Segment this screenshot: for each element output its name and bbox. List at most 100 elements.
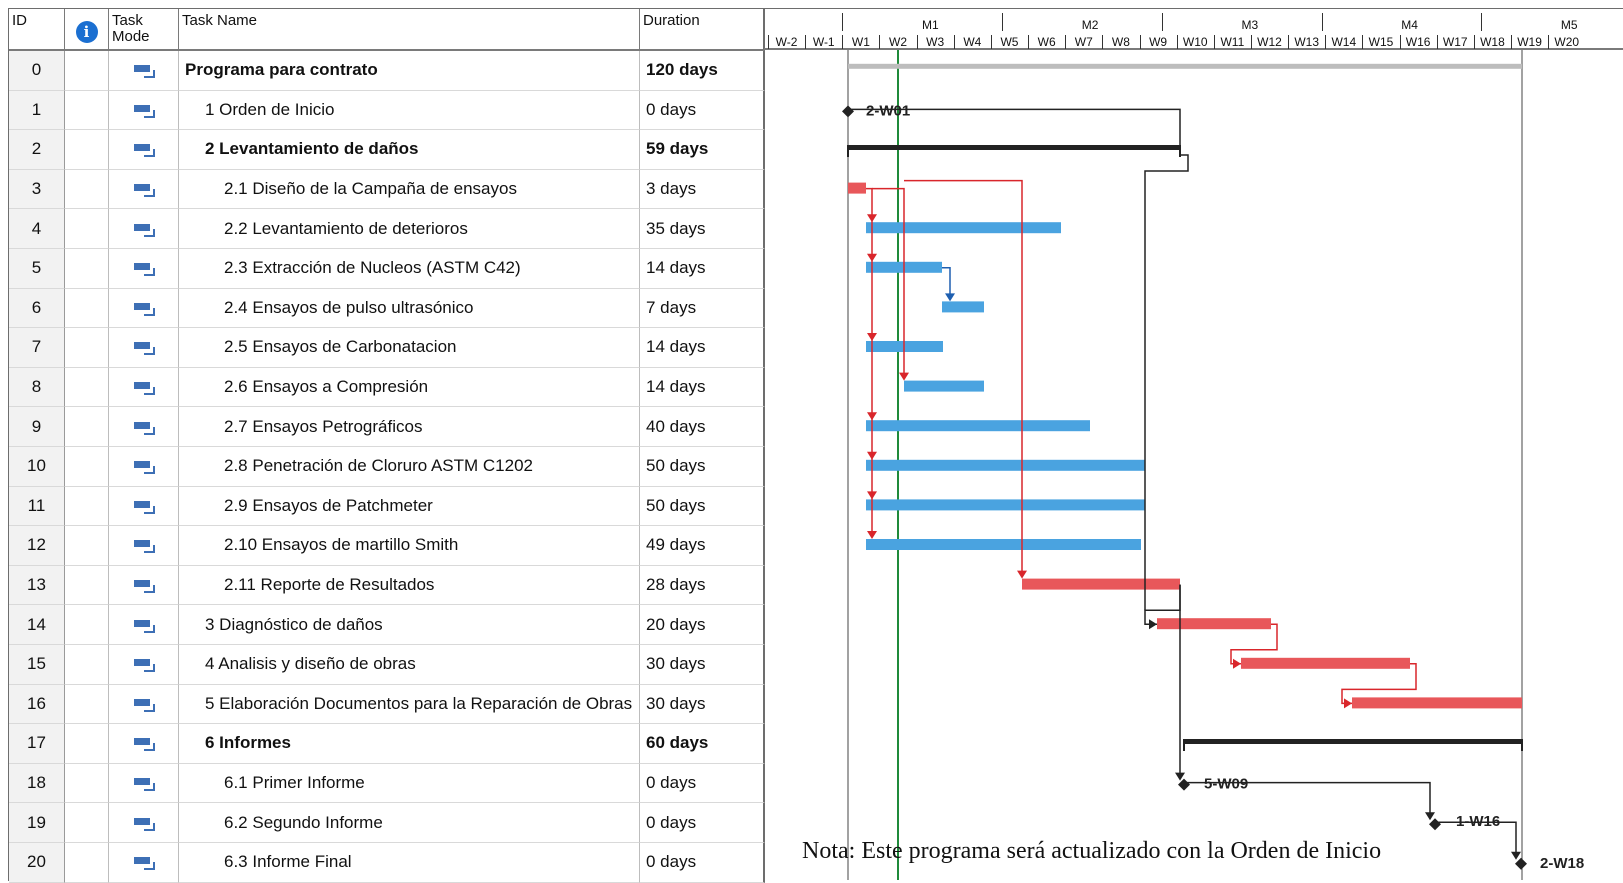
row-id: 8: [9, 367, 65, 408]
row-task-mode[interactable]: [109, 130, 179, 170]
table-row[interactable]: 0 Programa para contrato 120 days: [9, 51, 765, 91]
table-row[interactable]: 9 2.7 Ensayos Petrográficos 40 days: [9, 407, 765, 447]
row-duration[interactable]: 59 days: [640, 130, 765, 170]
row-task-mode[interactable]: [109, 605, 179, 645]
row-task-mode[interactable]: [109, 169, 179, 210]
column-header-id[interactable]: ID: [9, 9, 65, 51]
row-duration[interactable]: 20 days: [640, 605, 765, 645]
milestone-label: 5-W09: [1204, 776, 1248, 793]
row-duration[interactable]: 49 days: [640, 526, 765, 566]
row-task-name[interactable]: 6.2 Segundo Informe: [179, 803, 640, 843]
table-row[interactable]: 2 2 Levantamiento de daños 59 days: [9, 130, 765, 170]
row-task-name[interactable]: 5 Elaboración Documentos para la Reparac…: [179, 684, 640, 725]
row-task-name[interactable]: 6.1 Primer Informe: [179, 763, 640, 804]
task-bar-10: [866, 459, 1145, 471]
row-duration[interactable]: 0 days: [640, 90, 765, 131]
row-task-name[interactable]: 2.2 Levantamiento de deterioros: [179, 209, 640, 249]
table-row[interactable]: 18 6.1 Primer Informe 0 days: [9, 763, 765, 804]
row-task-name[interactable]: Programa para contrato: [179, 51, 640, 91]
row-task-mode[interactable]: [109, 209, 179, 249]
row-task-name[interactable]: 2.4 Ensayos de pulso ultrasónico: [179, 288, 640, 329]
table-row[interactable]: 7 2.5 Ensayos de Carbonatacion 14 days: [9, 328, 765, 368]
row-task-mode[interactable]: [109, 565, 179, 606]
row-duration[interactable]: 60 days: [640, 724, 765, 764]
table-row[interactable]: 3 2.1 Diseño de la Campaña de ensayos 3 da…: [9, 169, 765, 210]
row-task-mode[interactable]: [109, 288, 179, 329]
row-duration[interactable]: 120 days: [640, 51, 765, 91]
timescale-week: W9: [1149, 35, 1168, 49]
table-row[interactable]: 1 1 Orden de Inicio 0 days: [9, 90, 765, 131]
row-duration[interactable]: 30 days: [640, 684, 765, 725]
row-indicator: [65, 605, 109, 645]
column-header-task-mode[interactable]: Task Mode: [109, 9, 179, 51]
table-row[interactable]: 14 3 Diagnóstico de daños 20 days: [9, 605, 765, 645]
row-task-mode[interactable]: [109, 367, 179, 408]
timescale-week-divider: [1362, 35, 1364, 49]
column-header-task-name[interactable]: Task Name: [179, 9, 640, 51]
column-header-duration[interactable]: Duration: [640, 9, 765, 51]
table-row[interactable]: 5 2.3 Extracción de Nucleos (ASTM C42) 14 …: [9, 249, 765, 289]
table-row[interactable]: 10 2.8 Penetración de Cloruro ASTM C1202 5…: [9, 447, 765, 487]
row-duration[interactable]: 35 days: [640, 209, 765, 249]
row-task-mode[interactable]: [109, 447, 179, 487]
auto-scheduled-icon: [133, 420, 155, 435]
row-duration[interactable]: 7 days: [640, 288, 765, 329]
row-task-mode[interactable]: [109, 486, 179, 527]
row-duration[interactable]: 0 days: [640, 763, 765, 804]
table-row[interactable]: 12 2.10 Ensayos de martillo Smith 49 days: [9, 526, 765, 566]
timescale-week-divider: [842, 35, 844, 49]
timescale-header[interactable]: W-2 W-1 W1 W2 W3 W4 W5 W6 W7 W8 W9 W10 W11 W12 W13 W14 W…: [764, 8, 1623, 50]
row-task-mode[interactable]: [109, 684, 179, 725]
auto-scheduled-icon: [133, 340, 155, 356]
row-task-name[interactable]: 3 Diagnóstico de daños: [179, 605, 640, 645]
row-task-mode[interactable]: [109, 249, 179, 289]
timescale-week: W3: [926, 35, 945, 49]
row-duration[interactable]: 3 days: [640, 169, 765, 210]
row-task-name[interactable]: 2 Levantamiento de daños: [179, 130, 640, 170]
table-row[interactable]: 8 2.6 Ensayos a Compresión 14 days: [9, 367, 765, 408]
row-duration[interactable]: 50 days: [640, 486, 765, 527]
row-task-mode[interactable]: [109, 645, 179, 685]
row-task-mode[interactable]: [109, 724, 179, 764]
row-duration[interactable]: 14 days: [640, 367, 765, 408]
timescale-week-divider: [1250, 35, 1252, 49]
row-duration[interactable]: 0 days: [640, 803, 765, 843]
row-task-mode[interactable]: [109, 328, 179, 368]
table-row[interactable]: 16 5 Elaboración Documentos para la Repar…: [9, 684, 765, 725]
row-task-mode[interactable]: [109, 51, 179, 91]
table-row[interactable]: 19 6.2 Segundo Informe 0 days: [9, 803, 765, 843]
row-task-name[interactable]: 2.5 Ensayos de Carbonatacion: [179, 328, 640, 368]
row-task-name[interactable]: 2.3 Extracción de Nucleos (ASTM C42): [179, 249, 640, 289]
table-row[interactable]: 6 2.4 Ensayos de pulso ultrasónico 7 days: [9, 288, 765, 329]
row-duration[interactable]: 14 days: [640, 249, 765, 289]
row-task-mode[interactable]: [109, 407, 179, 447]
row-task-mode[interactable]: [109, 90, 179, 131]
row-indicator: [65, 288, 109, 329]
row-task-name[interactable]: 4 Analisis y diseño de obras: [179, 645, 640, 685]
row-task-mode[interactable]: [109, 803, 179, 843]
row-task-name[interactable]: 2.1 Diseño de la Campaña de ensayos: [179, 169, 640, 210]
row-task-mode[interactable]: [109, 763, 179, 804]
row-task-name[interactable]: 2.6 Ensayos a Compresión: [179, 367, 640, 408]
row-duration[interactable]: 14 days: [640, 328, 765, 368]
row-duration[interactable]: 30 days: [640, 645, 765, 685]
table-row[interactable]: 4 2.2 Levantamiento de deterioros 35 days: [9, 209, 765, 249]
column-header-indicators[interactable]: i: [65, 9, 109, 51]
row-task-name[interactable]: 2.8 Penetración de Cloruro ASTM C1202: [179, 447, 640, 487]
table-row[interactable]: 11 2.9 Ensayos de Patchmeter 50 days: [9, 486, 765, 527]
row-duration[interactable]: 40 days: [640, 407, 765, 447]
row-task-name[interactable]: 6 Informes: [179, 724, 640, 764]
row-task-mode[interactable]: [109, 526, 179, 566]
table-row[interactable]: 17 6 Informes 60 days: [9, 724, 765, 764]
table-row[interactable]: 13 2.11 Reporte de Resultados 28 days: [9, 565, 765, 606]
row-task-name[interactable]: 2.10 Ensayos de martillo Smith: [179, 526, 640, 566]
row-task-name[interactable]: 2.7 Ensayos Petrográficos: [179, 407, 640, 447]
row-duration[interactable]: 50 days: [640, 447, 765, 487]
row-duration[interactable]: 28 days: [640, 565, 765, 606]
row-task-name[interactable]: 1 Orden de Inicio: [179, 90, 640, 131]
table-row[interactable]: 15 4 Analisis y diseño de obras 30 days: [9, 645, 765, 685]
row-task-name[interactable]: 2.9 Ensayos de Patchmeter: [179, 486, 640, 527]
row-task-name[interactable]: 2.11 Reporte de Resultados: [179, 565, 640, 606]
timescale-week: W20: [1554, 35, 1580, 49]
auto-scheduled-icon: [133, 182, 155, 198]
